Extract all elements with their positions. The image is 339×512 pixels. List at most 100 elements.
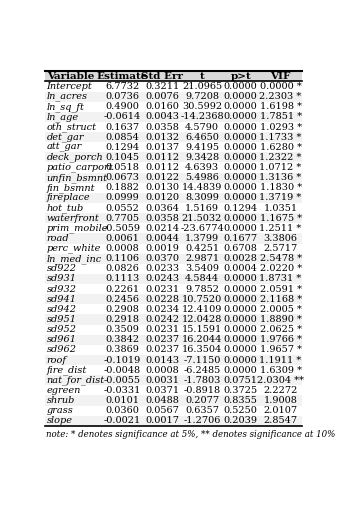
- Text: 0.2039: 0.2039: [224, 416, 258, 425]
- Bar: [181, 102, 223, 112]
- Bar: [102, 142, 143, 153]
- Text: 1.2322 *: 1.2322 *: [259, 153, 302, 162]
- Text: fin_bsmnt: fin_bsmnt: [46, 183, 95, 193]
- Text: 2.5478 *: 2.5478 *: [260, 254, 302, 263]
- Text: 0.0552: 0.0552: [105, 204, 139, 212]
- Bar: [45, 406, 102, 416]
- Bar: [223, 233, 259, 244]
- Bar: [143, 304, 181, 314]
- Text: -6.2485: -6.2485: [183, 366, 221, 375]
- Text: 2.5717: 2.5717: [263, 244, 298, 253]
- Text: 1.0293 *: 1.0293 *: [260, 122, 302, 132]
- Text: 1.7851 *: 1.7851 *: [260, 113, 302, 121]
- Bar: [259, 294, 302, 304]
- Text: 0.3211: 0.3211: [145, 82, 179, 91]
- Bar: [45, 71, 102, 81]
- Bar: [143, 162, 181, 173]
- Bar: [181, 386, 223, 395]
- Text: sd932: sd932: [46, 285, 77, 293]
- Bar: [223, 153, 259, 162]
- Bar: [181, 142, 223, 153]
- Bar: [102, 345, 143, 355]
- Text: 1.1830 *: 1.1830 *: [260, 183, 302, 193]
- Bar: [223, 193, 259, 203]
- Bar: [181, 365, 223, 375]
- Text: 12.0428: 12.0428: [182, 315, 222, 324]
- Text: 0.0130: 0.0130: [145, 183, 179, 193]
- Bar: [181, 406, 223, 416]
- Text: 1.8890 *: 1.8890 *: [260, 315, 301, 324]
- Text: ln_med_inc: ln_med_inc: [46, 254, 102, 264]
- Bar: [223, 253, 259, 264]
- Text: egreen: egreen: [46, 386, 81, 395]
- Bar: [102, 244, 143, 253]
- Bar: [143, 375, 181, 386]
- Text: 30.5992: 30.5992: [182, 102, 222, 111]
- Bar: [45, 233, 102, 244]
- Bar: [181, 203, 223, 213]
- Bar: [223, 92, 259, 102]
- Text: 0.3869: 0.3869: [105, 346, 139, 354]
- Text: 0.2918: 0.2918: [105, 315, 139, 324]
- Text: 9.4195: 9.4195: [185, 143, 219, 152]
- Text: shrub: shrub: [46, 396, 75, 405]
- Bar: [259, 81, 302, 92]
- Bar: [143, 355, 181, 365]
- Text: 0.0008: 0.0008: [145, 366, 179, 375]
- Text: 0.2077: 0.2077: [185, 396, 219, 405]
- Text: 1.9657 *: 1.9657 *: [260, 346, 302, 354]
- Bar: [143, 274, 181, 284]
- Text: sd951: sd951: [46, 315, 77, 324]
- Bar: [102, 253, 143, 264]
- Text: 21.5032: 21.5032: [182, 214, 222, 223]
- Bar: [45, 355, 102, 365]
- Bar: [102, 122, 143, 132]
- Text: perc_white: perc_white: [46, 244, 101, 253]
- Text: 9.7852: 9.7852: [185, 285, 219, 293]
- Bar: [45, 386, 102, 395]
- Text: 8.3099: 8.3099: [185, 194, 219, 202]
- Bar: [143, 173, 181, 183]
- Bar: [102, 173, 143, 183]
- Text: 0.1882: 0.1882: [105, 183, 139, 193]
- Text: 0.0214: 0.0214: [145, 224, 179, 233]
- Text: 0.0000: 0.0000: [224, 274, 258, 284]
- Text: 2.0220 *: 2.0220 *: [260, 264, 302, 273]
- Bar: [45, 81, 102, 92]
- Bar: [223, 355, 259, 365]
- Bar: [143, 395, 181, 406]
- Text: patio_carport: patio_carport: [46, 163, 113, 173]
- Text: 10.7520: 10.7520: [182, 295, 222, 304]
- Text: 0.0143: 0.0143: [145, 355, 179, 365]
- Text: 0.0000: 0.0000: [224, 285, 258, 293]
- Text: 21.0965: 21.0965: [182, 82, 222, 91]
- Bar: [143, 203, 181, 213]
- Text: det_gar: det_gar: [46, 132, 84, 142]
- Text: 0.3725: 0.3725: [224, 386, 258, 395]
- Text: 1.5169: 1.5169: [185, 204, 219, 212]
- Text: 0.0122: 0.0122: [145, 173, 179, 182]
- Text: 2.0591 *: 2.0591 *: [260, 285, 302, 293]
- Bar: [102, 203, 143, 213]
- Text: 0.0112: 0.0112: [145, 153, 179, 162]
- Text: 0.7705: 0.7705: [105, 214, 139, 223]
- Bar: [223, 223, 259, 233]
- Bar: [143, 71, 181, 81]
- Bar: [181, 173, 223, 183]
- Bar: [45, 244, 102, 253]
- Text: 2.0005 *: 2.0005 *: [260, 305, 301, 314]
- Text: Std Err: Std Err: [141, 72, 183, 81]
- Bar: [45, 416, 102, 426]
- Bar: [181, 162, 223, 173]
- Text: 0.6708: 0.6708: [224, 244, 258, 253]
- Bar: [45, 183, 102, 193]
- Text: 0.0237: 0.0237: [145, 335, 179, 344]
- Text: -0.5059: -0.5059: [104, 224, 141, 233]
- Bar: [223, 244, 259, 253]
- Text: att_gar: att_gar: [46, 143, 82, 152]
- Bar: [181, 81, 223, 92]
- Text: 5.4986: 5.4986: [185, 173, 219, 182]
- Text: 14.4839: 14.4839: [182, 183, 222, 193]
- Bar: [181, 193, 223, 203]
- Bar: [223, 406, 259, 416]
